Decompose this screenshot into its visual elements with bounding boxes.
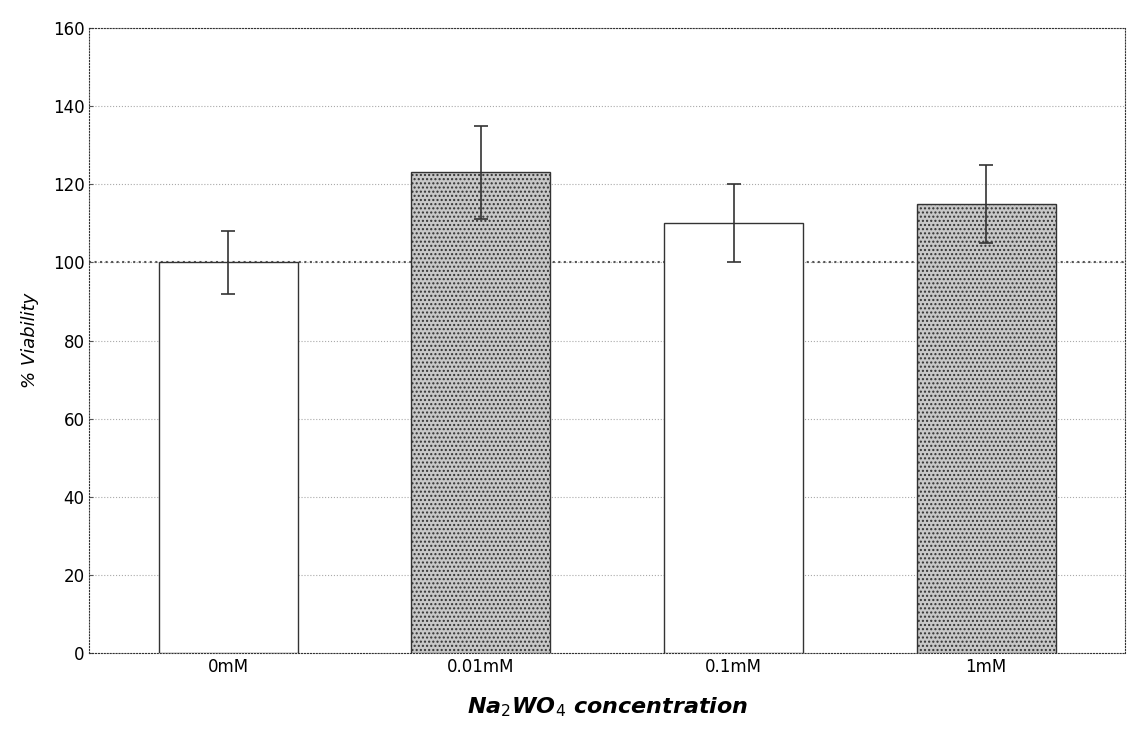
Bar <box>664 223 803 653</box>
Bar <box>159 263 298 653</box>
Bar <box>917 204 1055 653</box>
Bar <box>411 172 550 653</box>
X-axis label: Na$_2$WO$_4$ concentration: Na$_2$WO$_4$ concentration <box>466 696 748 719</box>
Y-axis label: % Viability: % Viability <box>21 293 39 388</box>
